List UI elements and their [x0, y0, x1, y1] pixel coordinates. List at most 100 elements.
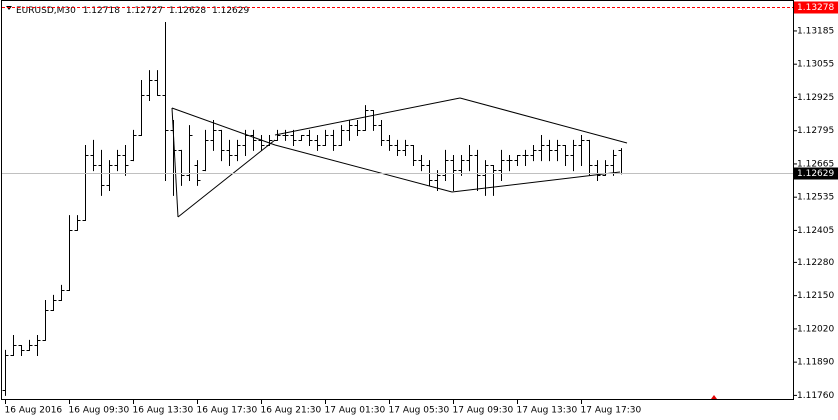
event-marker	[711, 395, 717, 399]
bar	[106, 160, 113, 192]
bar	[18, 345, 25, 356]
symbol: EURUSD,M30	[16, 6, 76, 16]
bar	[2, 349, 9, 396]
y-tick-label: 1.12925	[797, 93, 834, 103]
bar	[266, 135, 273, 147]
bar	[10, 335, 17, 356]
bar	[482, 160, 489, 196]
y-tick-label: 1.12535	[797, 193, 834, 203]
bar	[298, 135, 305, 141]
y-tick-label: 1.12150	[797, 291, 834, 301]
last-low: 1.12628	[169, 6, 206, 16]
y-tick-label: 1.12665	[797, 159, 834, 169]
bar	[50, 294, 57, 311]
price-label-box	[794, 167, 838, 180]
trend-line	[171, 107, 276, 146]
bar	[546, 139, 553, 162]
last-open: 1.12718	[83, 6, 120, 16]
x-tick-label: 16 Aug 13:30	[133, 406, 194, 416]
bar	[418, 154, 425, 172]
bar	[514, 154, 521, 166]
bar	[554, 139, 561, 162]
trend-line	[274, 97, 461, 136]
x-tick-label: 16 Aug 21:30	[261, 406, 322, 416]
x-tick-label: 17 Aug 05:30	[389, 406, 450, 416]
bar	[354, 119, 361, 137]
bar	[306, 129, 313, 147]
bar	[90, 139, 97, 172]
bar	[378, 119, 385, 147]
price-label: 1.12629	[797, 169, 834, 179]
bar	[410, 145, 417, 166]
bar	[346, 119, 353, 141]
x-tick-label: 17 Aug 13:30	[517, 406, 578, 416]
bar	[82, 145, 89, 221]
x-tick-label: 16 Aug 17:30	[197, 406, 258, 416]
bar	[178, 149, 185, 186]
bar	[130, 129, 137, 162]
bar	[586, 139, 593, 176]
y-tick-label: 1.13185	[797, 26, 834, 36]
bar	[402, 139, 409, 156]
y-tick-label: 1.11760	[797, 391, 834, 401]
bar	[466, 145, 473, 172]
bar	[282, 129, 289, 141]
bar	[610, 149, 617, 176]
bar	[138, 80, 145, 137]
bar	[498, 149, 505, 182]
x-tick-label: 16 Aug 09:30	[69, 406, 130, 416]
y-tick-label: 1.11890	[797, 358, 834, 368]
plot-frame	[1, 0, 794, 400]
bar	[522, 149, 529, 166]
bar	[146, 70, 153, 101]
bar	[538, 135, 545, 162]
y-tick-label: 1.12020	[797, 324, 834, 334]
bar	[338, 125, 345, 147]
bar	[442, 149, 449, 182]
x-tick-label: 17 Aug 17:30	[581, 406, 642, 416]
bar	[26, 339, 33, 351]
trend-line	[274, 144, 453, 193]
bar	[202, 129, 209, 172]
bar	[330, 129, 337, 151]
bar	[58, 284, 65, 301]
chart-title: EURUSD,M30 1.12718 1.12727 1.12628 1.126…	[16, 6, 249, 16]
bar	[34, 335, 41, 356]
bar	[314, 135, 321, 151]
bar	[114, 149, 121, 172]
trend-lines	[171, 97, 628, 218]
x-tick-label: 17 Aug 09:30	[453, 406, 514, 416]
bar	[594, 160, 601, 182]
bar	[210, 119, 217, 151]
bar	[458, 154, 465, 176]
bar	[218, 129, 225, 162]
y-tick-label: 1.12280	[797, 258, 834, 268]
y-tick-label: 1.12405	[797, 226, 834, 236]
bar	[98, 149, 105, 196]
bar	[490, 164, 497, 196]
bar	[122, 145, 129, 176]
bar	[186, 125, 193, 182]
bar	[162, 21, 169, 182]
trend-line	[451, 171, 621, 193]
bar	[386, 135, 393, 151]
bar	[42, 300, 49, 341]
x-tick-label: 16 Aug 2016	[5, 406, 63, 416]
bar	[578, 135, 585, 166]
bar	[274, 129, 281, 141]
trend-line	[459, 97, 628, 144]
bar	[370, 109, 377, 131]
bar	[322, 129, 329, 147]
bar	[66, 215, 73, 292]
bar	[250, 129, 257, 151]
x-tick-label: 17 Aug 01:30	[325, 406, 386, 416]
bar	[562, 145, 569, 166]
trend-line	[177, 139, 276, 218]
last-high: 1.12727	[126, 6, 163, 16]
last-close: 1.12629	[212, 6, 249, 16]
bar	[226, 139, 233, 166]
bar	[570, 139, 577, 172]
bar	[242, 129, 249, 156]
